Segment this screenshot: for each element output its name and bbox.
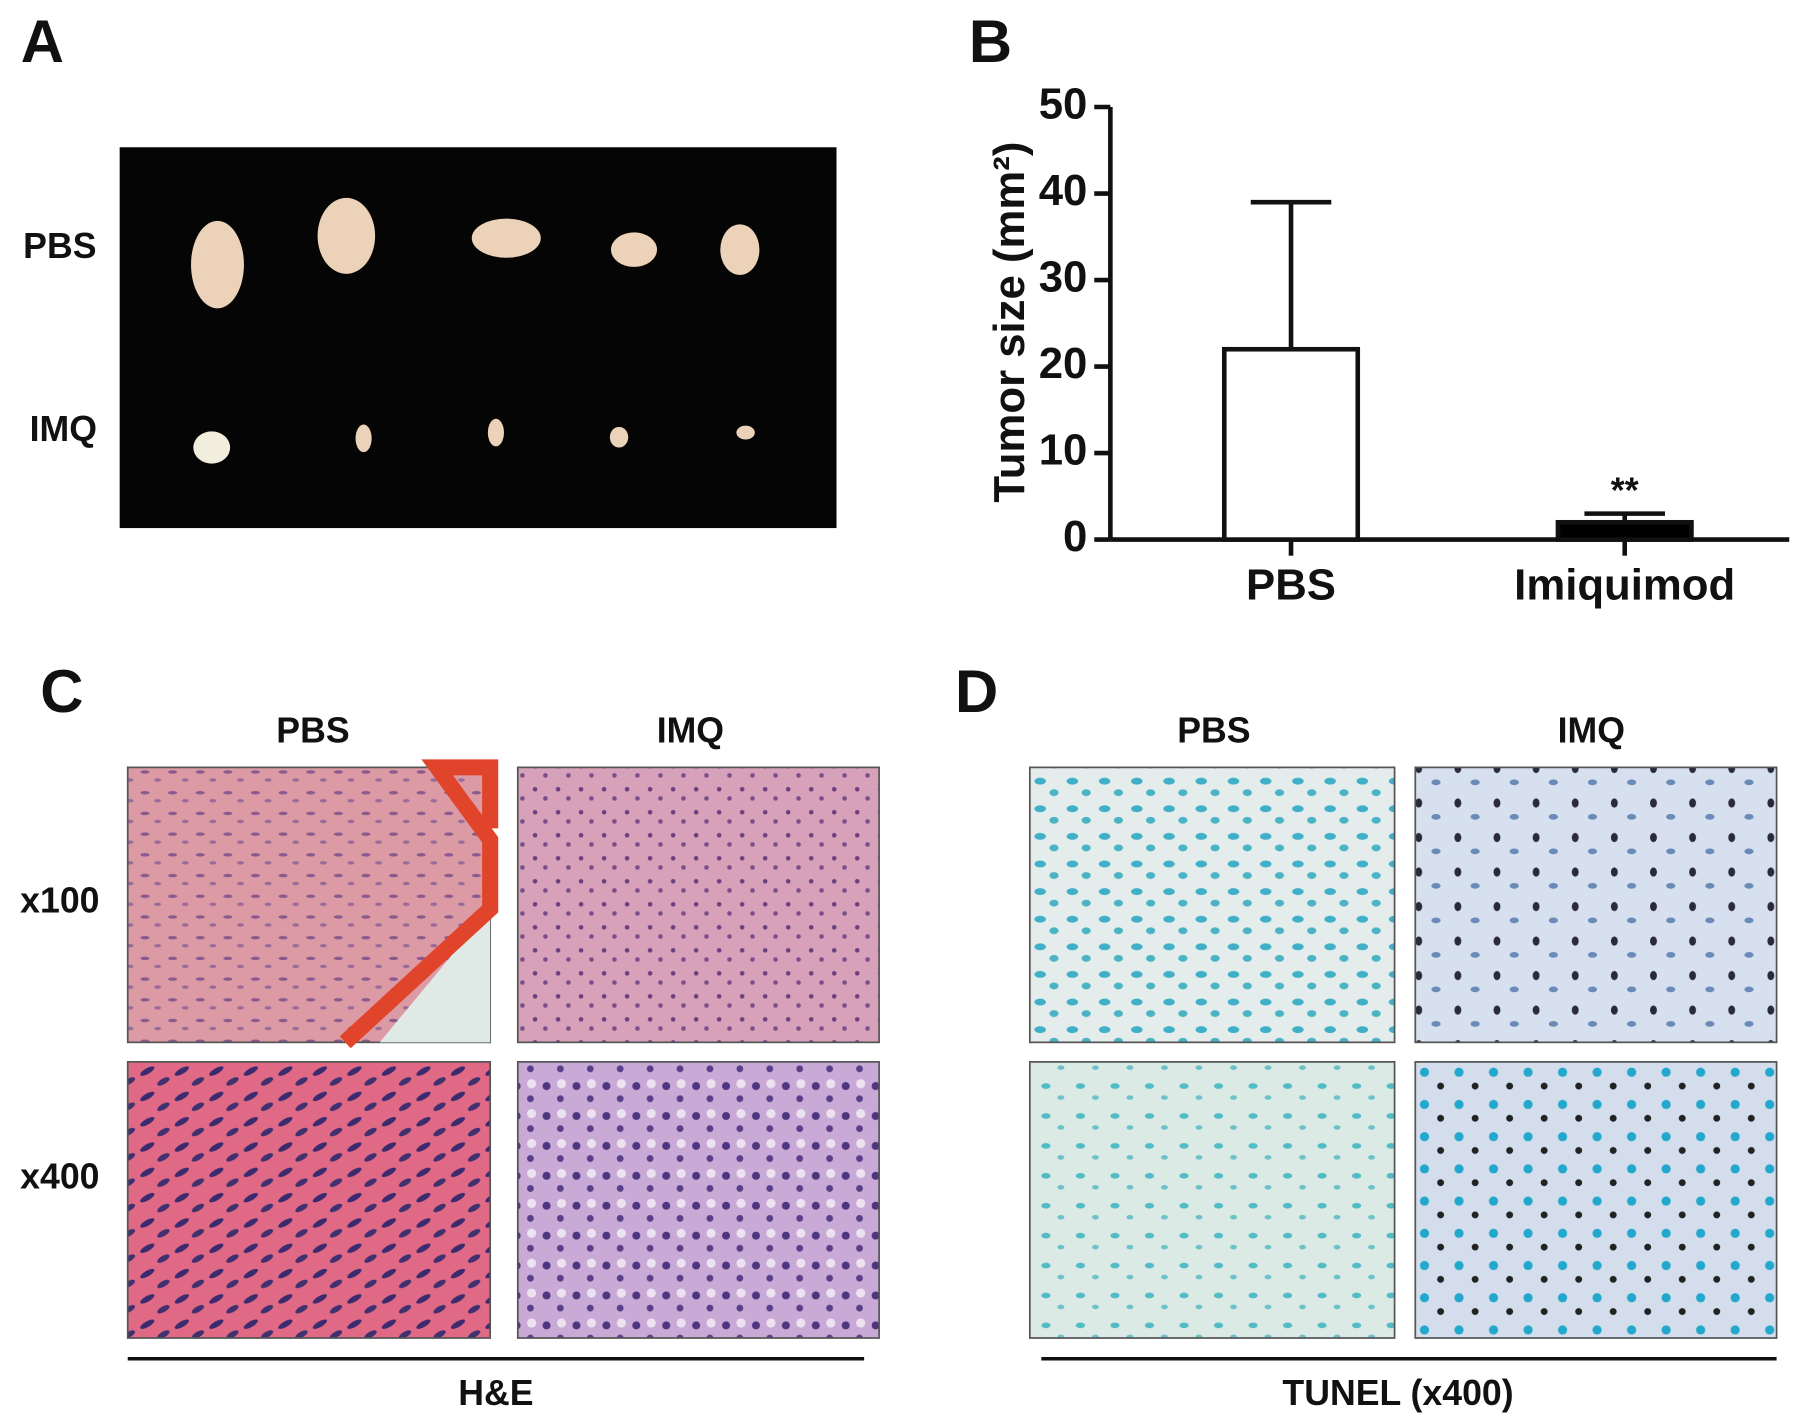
tumor bbox=[736, 425, 755, 440]
x-tick-label: Imiquimod bbox=[1514, 560, 1735, 609]
bar bbox=[1221, 346, 1361, 542]
micrograph-edge bbox=[339, 759, 499, 1049]
tumors bbox=[191, 197, 760, 464]
tumor bbox=[193, 431, 231, 464]
caption: H&E bbox=[458, 1373, 533, 1413]
micrograph bbox=[1028, 1061, 1396, 1339]
tumor bbox=[487, 418, 504, 447]
y-tick-label: 0 bbox=[1063, 512, 1087, 561]
column-label: PBS bbox=[1177, 710, 1250, 750]
bar bbox=[1555, 519, 1694, 542]
panel-b: B Tumor size (mm²) 0 10 20 30 40 50 PBS Imiquim… bbox=[969, 8, 1790, 609]
tumor bbox=[471, 218, 541, 258]
y-axis-label: Tumor size (mm²) bbox=[985, 142, 1034, 503]
annotation: ** bbox=[1611, 470, 1639, 510]
tumor bbox=[355, 424, 372, 453]
column-label: IMQ bbox=[1558, 710, 1625, 750]
y-tick-label: 50 bbox=[1039, 80, 1088, 129]
micrograph bbox=[516, 766, 880, 1044]
x-tick-label: PBS bbox=[1246, 560, 1336, 609]
micrograph bbox=[1414, 766, 1778, 1044]
tumor bbox=[609, 426, 629, 448]
panel-label: C bbox=[40, 658, 83, 725]
y-tick-label: 10 bbox=[1039, 426, 1088, 475]
micrograph bbox=[1028, 766, 1396, 1044]
panel-label: B bbox=[969, 8, 1012, 75]
y-tick-label: 20 bbox=[1039, 339, 1088, 388]
row-label: x100 bbox=[20, 881, 99, 921]
micrograph bbox=[1414, 1061, 1778, 1339]
tumor bbox=[191, 220, 244, 309]
panel-label: A bbox=[21, 8, 64, 75]
panel-label: D bbox=[955, 658, 998, 725]
micrograph bbox=[516, 1061, 880, 1339]
column-label: PBS bbox=[276, 710, 349, 750]
panel-c: C PBS IMQ x100 x400 H&E bbox=[20, 658, 880, 1413]
row-label: IMQ bbox=[30, 409, 97, 449]
column-label: IMQ bbox=[657, 710, 724, 750]
panel-a: A PBS IMQ bbox=[21, 8, 837, 529]
panel-d: D PBS IMQ TUNEL (x400) bbox=[955, 658, 1778, 1413]
y-tick-label: 40 bbox=[1039, 166, 1088, 215]
row-label: PBS bbox=[23, 226, 96, 266]
micrograph bbox=[126, 1061, 492, 1339]
tumor bbox=[610, 232, 658, 267]
tumor bbox=[317, 197, 376, 274]
caption: TUNEL (x400) bbox=[1282, 1373, 1513, 1413]
tumor bbox=[720, 224, 760, 275]
row-label: x400 bbox=[20, 1157, 99, 1197]
tumor-photo bbox=[119, 147, 837, 529]
y-tick-label: 30 bbox=[1039, 253, 1088, 302]
